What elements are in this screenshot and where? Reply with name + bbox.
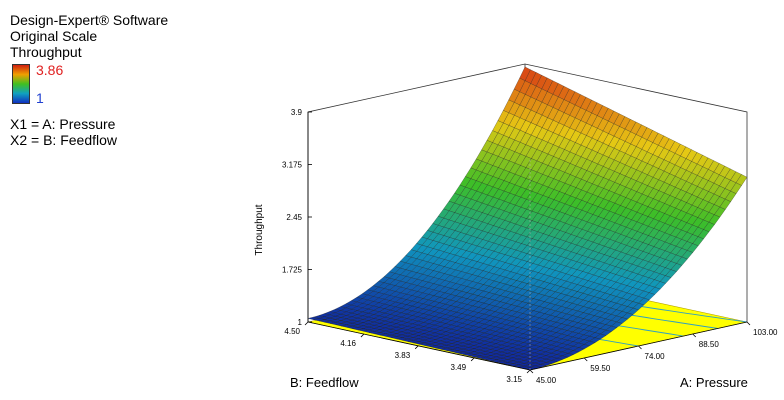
factor-x2: X2 = B: Feedflow [10,132,118,148]
pressure-tick-label: 59.50 [590,364,611,373]
pressure-tick [638,345,642,350]
feedflow-axis-title: B: Feedflow [290,375,359,390]
pressure-tick-label: 88.50 [699,340,720,349]
response-surface [307,66,748,371]
colorbar-min-label: 1 [36,90,44,106]
pressure-tick [692,333,697,338]
pressure-axis-title: A: Pressure [680,375,748,390]
factor-x1: X1 = A: Pressure [10,116,116,132]
feedflow-tick [304,321,309,326]
pressure-tick-label: 45.00 [536,376,557,385]
feedflow-axis-line [307,321,531,371]
colorbar: 3.86 1 [10,62,240,108]
axes: 1 1.725 2.45 3.175 3.9 45.00 59.50 74.00 88.50 10… [254,108,778,390]
throughput-tick-label: 1.725 [282,266,303,275]
colorbar-max-label: 3.86 [36,62,64,78]
factor-list: X1 = A: Pressure X2 = B: Feedflow [10,116,240,148]
throughput-tick-label: 3.9 [291,108,303,117]
feedflow-tick [414,345,419,350]
legend-panel: Design-Expert® Software Original Scale T… [10,12,240,148]
feedflow-tick-label: 4.16 [340,339,356,348]
pressure-tick [583,357,588,362]
feedflow-tick-label: 4.50 [284,327,300,336]
throughput-axis-title: Throughput [254,204,265,255]
throughput-tick-label: 1 [298,318,303,327]
pressure-tick [746,321,751,326]
pressure-tick-label: 103.00 [753,328,778,337]
feedflow-tick-label: 3.49 [451,363,467,372]
colorbar-gradient [12,64,30,104]
feedflow-tick [470,357,475,362]
throughput-tick-label: 2.45 [286,213,302,222]
scale-label: Original Scale [10,28,98,44]
feedflow-tick [526,369,531,374]
software-title: Design-Expert® Software [10,12,169,28]
pressure-tick [529,369,534,374]
pressure-tick-label: 74.00 [645,352,666,361]
response-label: Throughput [10,44,82,60]
feedflow-tick-label: 3.15 [506,375,522,384]
feedflow-tick [360,333,365,338]
throughput-tick-label: 3.175 [282,161,303,170]
feedflow-tick-label: 3.83 [395,351,411,360]
